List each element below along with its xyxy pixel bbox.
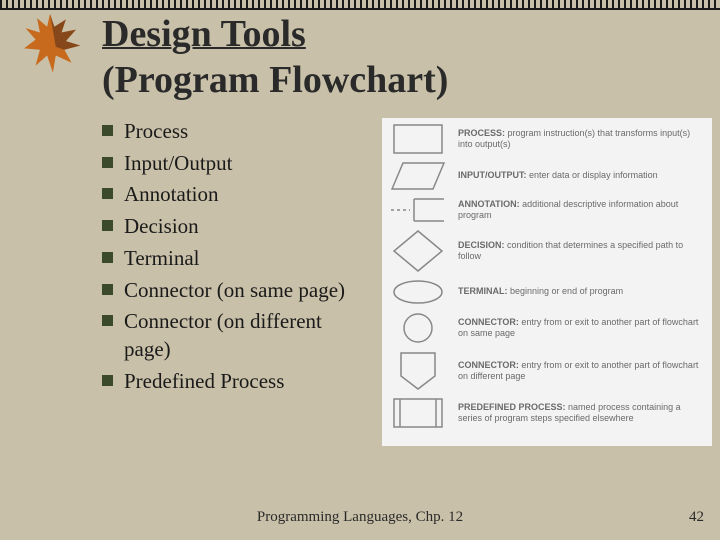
- annotation-shape-icon: [388, 198, 448, 222]
- process-shape-icon: [388, 124, 448, 154]
- predefined-process-shape-icon: [388, 398, 448, 428]
- diagram-label: PREDEFINED PROCESS:: [458, 402, 566, 412]
- parallelogram-shape-icon: [388, 162, 448, 190]
- circle-shape-icon: [388, 312, 448, 344]
- diagram-label: CONNECTOR:: [458, 360, 519, 370]
- list-item: Decision: [102, 213, 372, 241]
- diagram-text: PREDEFINED PROCESS: named process contai…: [458, 402, 706, 425]
- diagram-row-annotation: ANNOTATION: additional descriptive infor…: [388, 198, 706, 222]
- list-item: Terminal: [102, 245, 372, 273]
- page-number: 42: [689, 509, 704, 526]
- maple-leaf-icon: [14, 8, 86, 80]
- diagram-label: PROCESS:: [458, 128, 505, 138]
- diagram-desc: enter data or display information: [529, 170, 658, 180]
- diagram-desc: beginning or end of program: [510, 286, 623, 296]
- diagram-row-io: INPUT/OUTPUT: enter data or display info…: [388, 162, 706, 190]
- diagram-text: CONNECTOR: entry from or exit to another…: [458, 360, 706, 383]
- list-item: Connector (on same page): [102, 277, 372, 305]
- diagram-label: DECISION:: [458, 240, 505, 250]
- ellipse-shape-icon: [388, 280, 448, 304]
- diagram-row-terminal: TERMINAL: beginning or end of program: [388, 280, 706, 304]
- offpage-shape-icon: [388, 352, 448, 390]
- flowchart-symbol-diagram: PROCESS: program instruction(s) that tra…: [382, 118, 712, 446]
- footer-reference: Programming Languages, Chp. 12: [0, 509, 720, 526]
- diamond-shape-icon: [388, 230, 448, 272]
- diagram-label: INPUT/OUTPUT:: [458, 170, 527, 180]
- list-item: Input/Output: [102, 150, 372, 178]
- title-line-2: (Program Flowchart): [102, 58, 448, 102]
- diagram-text: CONNECTOR: entry from or exit to another…: [458, 317, 706, 340]
- diagram-row-predef: PREDEFINED PROCESS: named process contai…: [388, 398, 706, 428]
- diagram-text: ANNOTATION: additional descriptive infor…: [458, 199, 706, 222]
- decorative-top-border: [0, 0, 720, 10]
- list-item: Process: [102, 118, 372, 146]
- diagram-row-process: PROCESS: program instruction(s) that tra…: [388, 124, 706, 154]
- bullet-list: Process Input/Output Annotation Decision…: [102, 118, 372, 399]
- diagram-row-connector-same: CONNECTOR: entry from or exit to another…: [388, 312, 706, 344]
- list-item: Annotation: [102, 181, 372, 209]
- diagram-text: INPUT/OUTPUT: enter data or display info…: [458, 170, 658, 181]
- diagram-label: TERMINAL:: [458, 286, 508, 296]
- slide: Design Tools (Program Flowchart) Process…: [0, 0, 720, 540]
- diagram-label: ANNOTATION:: [458, 199, 520, 209]
- list-item: Connector (on different page): [102, 308, 372, 363]
- diagram-text: PROCESS: program instruction(s) that tra…: [458, 128, 706, 151]
- diagram-text: TERMINAL: beginning or end of program: [458, 286, 623, 297]
- diagram-row-decision: DECISION: condition that determines a sp…: [388, 230, 706, 272]
- title-line-1: Design Tools: [102, 12, 306, 56]
- diagram-row-connector-diff: CONNECTOR: entry from or exit to another…: [388, 352, 706, 390]
- diagram-text: DECISION: condition that determines a sp…: [458, 240, 706, 263]
- diagram-label: CONNECTOR:: [458, 317, 519, 327]
- list-item: Predefined Process: [102, 368, 372, 396]
